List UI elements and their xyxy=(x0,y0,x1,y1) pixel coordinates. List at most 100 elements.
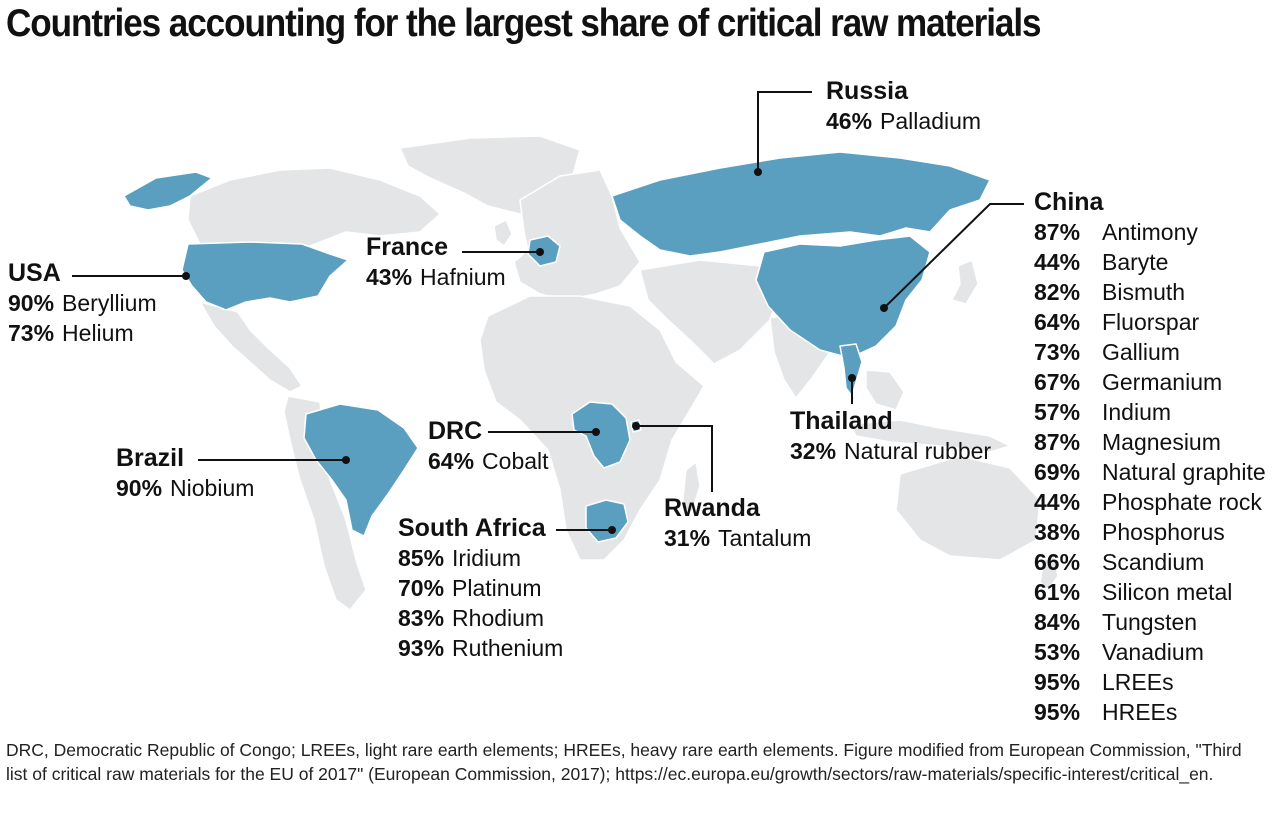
country-name: Russia xyxy=(826,77,908,105)
country-label-brazil: Brazil 90% Niobium xyxy=(116,443,254,503)
land-japan xyxy=(951,259,979,305)
material-name: Phosphorus xyxy=(1102,519,1225,545)
material-row: 46% Palladium xyxy=(826,106,981,136)
material-row: 32% Natural rubber xyxy=(790,436,991,466)
dot-usa xyxy=(182,272,190,280)
material-share: 69% xyxy=(1034,459,1081,485)
map-title: Countries accounting for the largest sha… xyxy=(6,2,1042,45)
material-name: Palladium xyxy=(880,108,982,134)
material-row: 67% Germanium xyxy=(1034,367,1266,397)
country-usa xyxy=(181,241,349,311)
country-drc xyxy=(571,401,631,469)
material-share: 43% xyxy=(366,264,413,290)
material-name: Hafnium xyxy=(420,264,506,290)
highlight-layer xyxy=(123,151,991,543)
material-name: Phosphate rock xyxy=(1102,489,1262,515)
material-row: 73% Helium xyxy=(8,318,157,348)
leader-lines xyxy=(72,91,1024,531)
material-share: 57% xyxy=(1034,399,1081,425)
material-name: Rhodium xyxy=(452,605,545,631)
material-name: Ruthenium xyxy=(452,635,564,661)
material-row: 87% Magnesium xyxy=(1034,427,1266,457)
material-name: Natural rubber xyxy=(844,438,992,464)
country-label-south-africa: South Africa 85% Iridium 70% Platinum 83% Rhod… xyxy=(398,513,563,663)
material-share: 82% xyxy=(1034,279,1081,305)
material-row: 57% Indium xyxy=(1034,397,1266,427)
material-row: 64% Fluorspar xyxy=(1034,307,1266,337)
dot-france xyxy=(536,248,544,256)
leader-china xyxy=(883,203,1024,309)
country-name: France xyxy=(366,233,448,261)
country-name: Rwanda xyxy=(664,494,760,522)
material-share: 87% xyxy=(1034,429,1081,455)
country-label-china: China 87% Antimony 44% Baryte 82% Bismuth 64% Fl… xyxy=(1034,187,1266,727)
material-row: 66% Scandium xyxy=(1034,547,1266,577)
material-share: 64% xyxy=(1034,309,1081,335)
material-share: 87% xyxy=(1034,219,1081,245)
material-row: 44% Phosphate rock xyxy=(1034,487,1266,517)
country-name: DRC xyxy=(428,417,483,445)
material-share: 44% xyxy=(1034,489,1081,515)
material-row: 69% Natural graphite xyxy=(1034,457,1266,487)
material-row: 70% Platinum xyxy=(398,573,563,603)
material-share: 46% xyxy=(826,108,873,134)
material-row: 73% Gallium xyxy=(1034,337,1266,367)
material-name: Germanium xyxy=(1102,369,1223,395)
country-thailand xyxy=(839,343,863,397)
material-name: Baryte xyxy=(1102,249,1169,275)
material-name: Niobium xyxy=(170,475,255,501)
dot-drc xyxy=(592,428,600,436)
country-label-rwanda: Rwanda 31% Tantalum xyxy=(664,493,811,553)
material-share: 95% xyxy=(1034,699,1081,725)
material-name: Magnesium xyxy=(1102,429,1221,455)
material-share: 90% xyxy=(116,475,163,501)
material-row: 82% Bismuth xyxy=(1034,277,1266,307)
country-label-france: France 43% Hafnium xyxy=(366,232,506,292)
material-share: 73% xyxy=(1034,339,1081,365)
material-row: 87% Antimony xyxy=(1034,217,1266,247)
country-alaska xyxy=(123,171,213,211)
material-share: 66% xyxy=(1034,549,1081,575)
country-china xyxy=(755,235,931,359)
material-name: Fluorspar xyxy=(1102,309,1200,335)
country-label-usa: USA 90% Beryllium 73% Helium xyxy=(8,258,157,348)
material-row: 43% Hafnium xyxy=(366,262,506,292)
country-name: Brazil xyxy=(116,444,185,472)
country-label-thailand: Thailand 32% Natural rubber xyxy=(790,406,991,466)
country-france xyxy=(527,235,561,267)
material-name: Vanadium xyxy=(1102,639,1204,665)
leader-rwanda xyxy=(638,425,713,492)
material-row: 95% HREEs xyxy=(1034,697,1266,727)
material-name: HREEs xyxy=(1102,699,1178,725)
land-middle-east xyxy=(639,259,781,365)
material-share: 73% xyxy=(8,320,55,346)
material-name: Cobalt xyxy=(482,448,549,474)
country-russia xyxy=(611,151,991,257)
material-name: Indium xyxy=(1102,399,1172,425)
land-se-asia xyxy=(865,369,905,411)
material-share: 32% xyxy=(790,438,837,464)
leader-dots xyxy=(182,168,888,534)
country-label-russia: Russia 46% Palladium xyxy=(826,76,981,136)
material-share: 61% xyxy=(1034,579,1081,605)
dot-russia xyxy=(754,168,762,176)
land-australia xyxy=(895,455,1041,561)
material-share: 84% xyxy=(1034,609,1081,635)
material-share: 83% xyxy=(398,605,445,631)
material-row: 64% Cobalt xyxy=(428,446,549,476)
material-row: 44% Baryte xyxy=(1034,247,1266,277)
material-share: 38% xyxy=(1034,519,1081,545)
material-row: 61% Silicon metal xyxy=(1034,577,1266,607)
dot-thailand xyxy=(848,374,856,382)
material-name: Beryllium xyxy=(62,290,157,316)
dot-china xyxy=(880,304,888,312)
material-share: 64% xyxy=(428,448,475,474)
material-row: 38% Phosphorus xyxy=(1034,517,1266,547)
country-name: USA xyxy=(8,259,61,287)
material-row: 31% Tantalum xyxy=(664,523,811,553)
country-name: South Africa xyxy=(398,514,546,542)
dot-rwanda xyxy=(632,422,640,430)
land-central-america xyxy=(199,301,303,393)
material-share: 93% xyxy=(398,635,445,661)
